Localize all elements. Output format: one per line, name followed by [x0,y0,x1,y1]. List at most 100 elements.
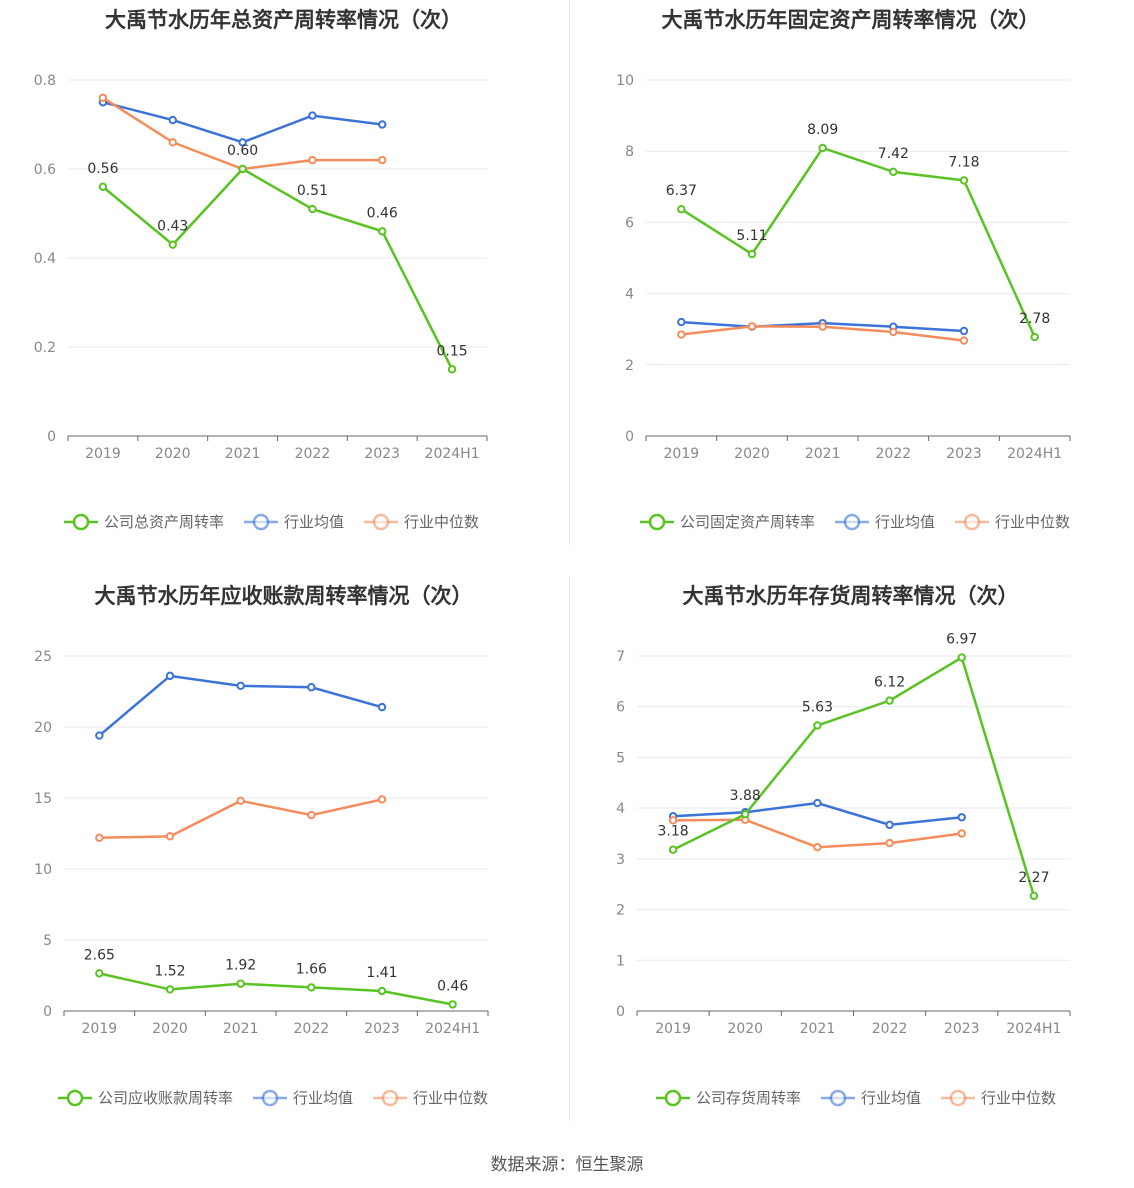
data-point-median [378,155,387,165]
data-point-avg [95,731,104,740]
y-tick-label: 8 [625,144,634,160]
data-label: 5.63 [802,699,833,715]
x-tick-label: 2022 [294,1021,330,1037]
legend-label: 行业均值 [875,513,935,531]
y-tick-label: 0 [616,1004,625,1020]
data-point-avg [168,115,177,125]
data-label: 3.18 [657,824,688,840]
legend-label: 公司总资产周转率 [104,513,224,531]
legend-label: 行业均值 [284,513,344,531]
data-point-median [236,796,245,806]
chart-svg: 0 5 10 15 20 25 2019 2020 2021 2022 2023 2024H1 2.65… [34,649,489,1107]
y-tick-label: 4 [616,801,625,817]
data-label: 2.78 [1019,311,1050,327]
x-tick-label: 2024H1 [425,446,480,462]
data-point-avg [308,111,317,120]
data-point-company [377,986,387,996]
series-line-avg [102,101,383,144]
legend-label: 公司固定资产周转率 [680,513,815,531]
x-tick-label: 2021 [223,1021,259,1037]
y-tick-label: 0.6 [34,162,56,178]
data-point-company [818,143,827,153]
x-tick-label: 2022 [872,1021,908,1037]
data-point-company [889,167,898,177]
data-label: 2.27 [1018,870,1049,886]
chart-fixed-asset-turnover: 大禹节水历年固定资产周转率情况（次） 0 2 4 6 8 10 2019 2020 2021 20… [567,0,1134,576]
data-point-company [448,1000,457,1009]
data-point-avg [377,702,387,712]
data-point-company [165,985,175,994]
data-point-avg [238,138,247,147]
data-point-avg [677,317,686,327]
data-point-median [168,138,177,147]
data-point-company [959,176,969,185]
data-label: 7.42 [878,146,909,162]
legend-swatch-marker [843,513,861,531]
legend-swatch-marker [381,1089,399,1107]
chart-svg: 0 0.2 0.4 0.6 0.8 2019 2020 2021 2022 2023 2024H1 0… [34,73,488,531]
legend-label: 行业中位数 [995,513,1070,531]
x-tick-label: 2024H1 [1006,1021,1061,1037]
x-tick-label: 2021 [225,446,261,462]
y-tick-label: 0 [47,429,56,445]
x-tick-label: 2020 [727,1021,763,1037]
y-tick-label: 10 [34,862,52,878]
data-point-avg [307,683,316,692]
data-point-avg [885,820,894,830]
series-line-company [680,146,1036,338]
series-line-median [99,798,383,840]
x-tick-label: 2020 [734,446,770,462]
y-tick-label: 6 [616,700,625,716]
data-label: 6.97 [946,632,977,648]
data-point-company [238,164,247,174]
data-point-company [98,182,108,192]
y-tick-label: 6 [625,215,634,231]
y-tick-label: 10 [616,73,634,89]
chart-title: 大禹节水历年存货周转率情况（次） [682,584,1019,608]
legend-label: 行业均值 [293,1089,353,1107]
data-label: 6.12 [874,675,905,691]
y-tick-label: 2 [616,903,625,919]
legend-swatch-marker [261,1089,279,1107]
chart-total-asset-turnover: 大禹节水历年总资产周转率情况（次） 0 0.2 0.4 0.6 0.8 2019 2020 2… [0,0,567,576]
data-label: 0.15 [436,343,467,359]
data-point-company [307,983,316,992]
y-tick-label: 2 [625,358,634,374]
data-point-median [818,322,827,331]
y-tick-label: 7 [616,649,625,665]
chart-svg: 0 1 2 3 4 5 6 7 2019 2020 2021 2022 2023 2024H1 3.18 3.… [616,632,1071,1107]
data-point-median [677,330,686,339]
legend-swatch-marker [372,513,390,531]
data-label: 0.60 [227,143,258,159]
data-point-avg [378,120,387,129]
data-label: 8.09 [807,122,838,138]
legend-swatch-marker [252,513,270,531]
data-point-median [95,833,104,842]
data-point-company [168,240,177,249]
data-point-median [165,832,175,841]
legend-label: 公司应收账款周转率 [98,1089,233,1107]
x-tick-label: 2019 [655,1021,691,1037]
legend-label: 行业中位数 [413,1089,488,1107]
chart-title: 大禹节水历年应收账款周转率情况（次） [94,584,473,608]
x-tick-label: 2023 [364,446,400,462]
data-point-company [1029,891,1039,901]
y-tick-label: 4 [625,287,634,303]
data-point-avg [236,681,245,691]
data-label: 0.46 [437,978,468,994]
series-line-company [102,167,454,370]
data-point-company [236,979,245,988]
legend-swatch-marker [72,513,90,531]
x-tick-label: 2023 [944,1021,980,1037]
data-point-company [813,721,822,730]
data-label: 1.52 [154,963,185,979]
chart-inventory-turnover: 大禹节水历年存货周转率情况（次） 0 1 2 3 4 5 6 7 2019 2020 2021 202… [567,576,1134,1152]
data-point-company [957,653,966,662]
chart-title: 大禹节水历年固定资产周转率情况（次） [661,8,1040,32]
x-tick-label: 2020 [152,1021,188,1037]
data-point-company [1030,332,1039,342]
x-tick-label: 2023 [946,446,982,462]
panel-divider-bottom [569,576,570,1121]
y-tick-label: 0.4 [34,251,56,267]
y-tick-label: 3 [616,852,625,868]
